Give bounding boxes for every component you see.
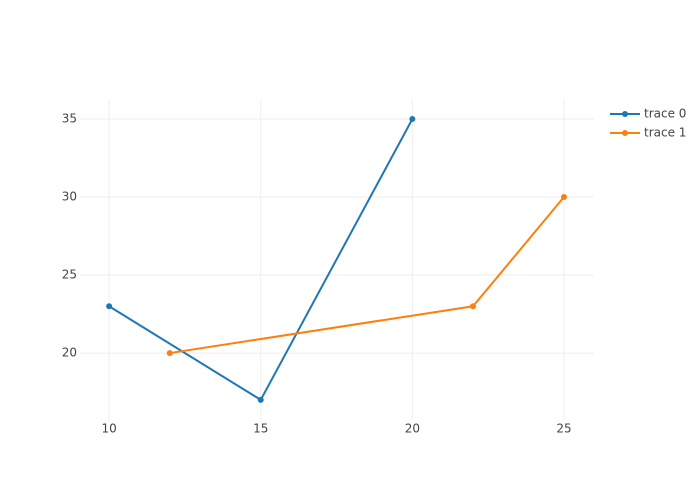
- point: [409, 116, 416, 123]
- legend-label: trace 0: [644, 107, 686, 121]
- x-tick-label: 20: [405, 422, 420, 436]
- legend-label: trace 1: [644, 126, 686, 140]
- y-tick-label: 20: [62, 346, 77, 360]
- x-tick-label: 10: [101, 422, 116, 436]
- point: [560, 194, 567, 201]
- x-tick-label: 25: [556, 422, 571, 436]
- legend-marker: [622, 111, 628, 117]
- point: [257, 396, 264, 403]
- x-tick-label: 15: [253, 422, 268, 436]
- y-tick-label: 30: [62, 190, 77, 204]
- point: [166, 350, 173, 357]
- y-tick-label: 25: [62, 268, 77, 282]
- legend-marker: [622, 130, 628, 136]
- point: [106, 303, 113, 310]
- point: [470, 303, 477, 310]
- y-tick-label: 35: [62, 112, 77, 126]
